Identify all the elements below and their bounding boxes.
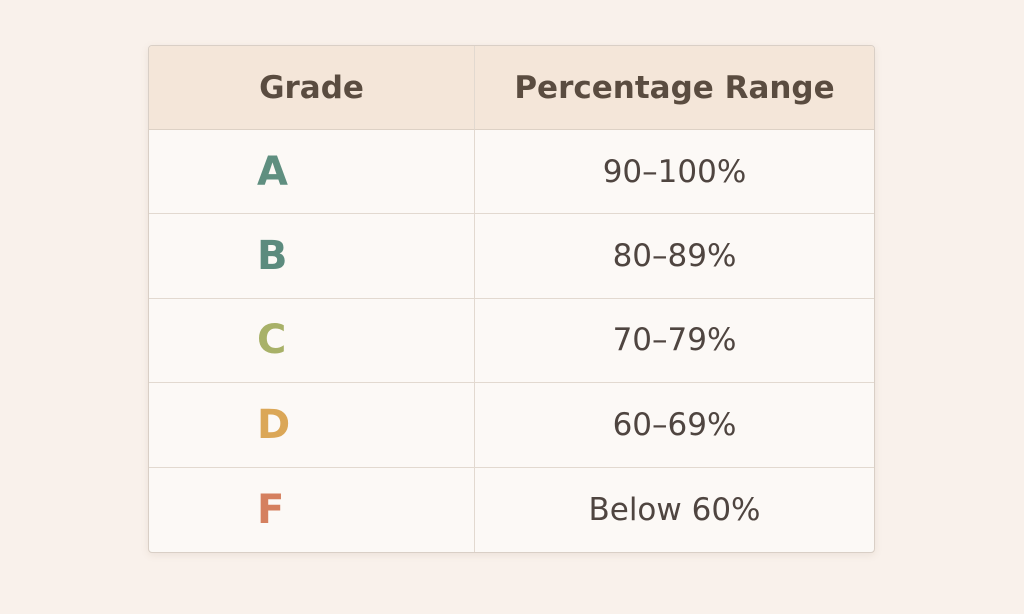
percentage-range: 60–69%	[475, 383, 874, 468]
percentage-range: 70–79%	[475, 299, 874, 384]
grade-letter: D	[149, 383, 475, 468]
header-grade: Grade	[149, 46, 475, 130]
percentage-range: 80–89%	[475, 214, 874, 299]
grade-letter: F	[149, 467, 475, 552]
header-percentage-range: Percentage Range	[475, 46, 874, 130]
grade-table: Grade Percentage Range A 90–100% B 80–89…	[148, 45, 875, 553]
grade-letter: C	[149, 298, 475, 384]
grade-letter: B	[149, 214, 475, 299]
percentage-range: 90–100%	[475, 130, 874, 215]
grade-letter: A	[149, 130, 475, 215]
percentage-range: Below 60%	[588, 491, 761, 528]
